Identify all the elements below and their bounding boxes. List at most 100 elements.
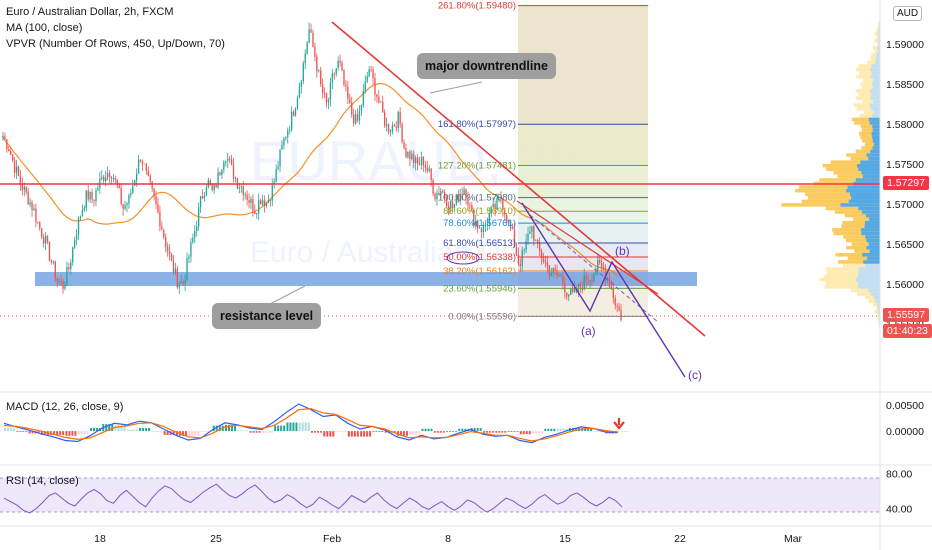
volume-profile-bar (805, 192, 880, 196)
macd-histogram-bar (126, 429, 129, 432)
candle-body (308, 29, 310, 43)
price-tick-label: 1.58000 (886, 119, 924, 131)
macd-histogram-bar (516, 431, 519, 432)
rsi-pane[interactable]: 80.00 40.00 (3, 469, 912, 516)
volume-profile-bar-up (872, 128, 880, 132)
macd-histogram-bar (53, 431, 56, 436)
macd-histogram-bar (295, 422, 298, 432)
candle-body (535, 240, 537, 241)
candle-body (159, 211, 161, 227)
volume-profile-bar (859, 131, 880, 136)
fib-level-label: 78.60%(1.56761) (443, 218, 516, 229)
candle-body (234, 178, 237, 180)
macd-histogram-bar (200, 431, 203, 432)
price-tick-label: 1.57500 (886, 159, 924, 171)
candle-body (343, 70, 345, 85)
candle-body (304, 53, 306, 64)
candle-body (442, 191, 444, 193)
candle-body (124, 205, 126, 209)
macd-histogram-bar (482, 431, 485, 433)
candle-body (360, 105, 363, 111)
candle-body (364, 81, 366, 91)
candle-body (265, 202, 268, 207)
macd-histogram-bar (184, 431, 187, 436)
macd-histogram-bar (37, 431, 40, 434)
resistance-callout-pointer (267, 285, 306, 306)
macd-pane[interactable]: 0.00500 0.00000 (3, 400, 924, 444)
ma-indicator-label[interactable]: MA (100, close) (6, 22, 83, 34)
candle-body (50, 260, 53, 263)
candle-body (137, 159, 140, 174)
volume-profile-bar-up (857, 163, 880, 168)
macd-histogram-bar (461, 428, 464, 432)
macd-histogram-bar (135, 429, 138, 432)
candle-body (302, 63, 304, 82)
macd-histogram-bar (366, 431, 369, 437)
candle-body (259, 200, 262, 205)
candle-body (339, 60, 341, 63)
volume-profile-bar-up (840, 203, 880, 207)
macd-histogram-bar (627, 431, 629, 432)
fib-band (518, 256, 648, 272)
macd-signal-line (3, 408, 619, 442)
candle-body (533, 226, 535, 241)
vpvr-indicator-label[interactable]: VPVR (Number Of Rows, 450, Up/Down, 70) (6, 38, 225, 50)
macd-histogram-bar (172, 431, 175, 436)
candle-body (354, 114, 357, 124)
macd-histogram-bar (587, 427, 590, 432)
candle-body (64, 284, 66, 289)
macd-histogram-bar (105, 424, 108, 432)
fib-level-label: 100.00%(1.57080) (438, 193, 516, 204)
macd-histogram-bar (56, 431, 59, 436)
candle-body (506, 214, 508, 223)
fibonacci-levels[interactable]: 261.80%(1.59480) 161.80%(1.57997) 127.20%(… (438, 1, 648, 323)
candle-body (614, 298, 616, 306)
fib-level-label: 23.60%(1.55946) (443, 283, 516, 294)
macd-histogram-bar (501, 431, 504, 433)
resistance-zone[interactable] (35, 272, 697, 286)
volume-profile-bar (860, 124, 880, 129)
elliott-wave-path[interactable] (521, 202, 686, 378)
macd-histogram-bar (584, 427, 587, 432)
candle-body (368, 69, 370, 77)
candle-body (416, 157, 419, 164)
candle-body (385, 124, 388, 126)
volume-profile-bar-up (846, 188, 880, 193)
candle-body (277, 166, 279, 170)
candle-body (546, 262, 549, 266)
macd-histogram-bar (234, 424, 237, 432)
volume-profile-bar-up (877, 49, 880, 54)
candle-body (409, 151, 411, 160)
macd-histogram-bar (307, 422, 310, 432)
volume-profile-bar (847, 256, 880, 261)
volume-profile-bar (781, 203, 880, 207)
macd-histogram-bar (449, 431, 452, 432)
macd-histogram-bar (246, 430, 249, 432)
volume-profile-bar-up (851, 196, 880, 200)
macd-histogram-bar (624, 431, 626, 432)
currency-badge[interactable]: AUD (893, 6, 923, 21)
candle-body (498, 196, 500, 199)
candle-body (517, 254, 520, 264)
candle-body (333, 73, 335, 75)
volume-profile-bar-up (870, 74, 880, 79)
time-tick-label: 18 (94, 533, 106, 545)
minor-downtrendline[interactable] (516, 200, 659, 295)
macd-histogram-bar (89, 427, 92, 432)
candle-body (314, 46, 316, 57)
candle-body (151, 181, 153, 189)
candle-body (461, 194, 463, 195)
candle-body (608, 277, 611, 287)
macd-histogram-bar (25, 431, 28, 432)
macd-histogram-bar (181, 431, 184, 436)
candle-body (271, 184, 273, 201)
volume-profile-bar-up (850, 192, 880, 196)
time-axis[interactable]: 18 25 Feb 8 15 22 Mar (94, 533, 802, 545)
macd-histogram-bar (525, 431, 528, 435)
macd-histogram-bar (117, 424, 120, 432)
macd-histogram-bar (283, 425, 286, 432)
candle-body (186, 258, 188, 281)
candle-body (168, 251, 171, 254)
volume-profile-bar-up (873, 99, 880, 104)
